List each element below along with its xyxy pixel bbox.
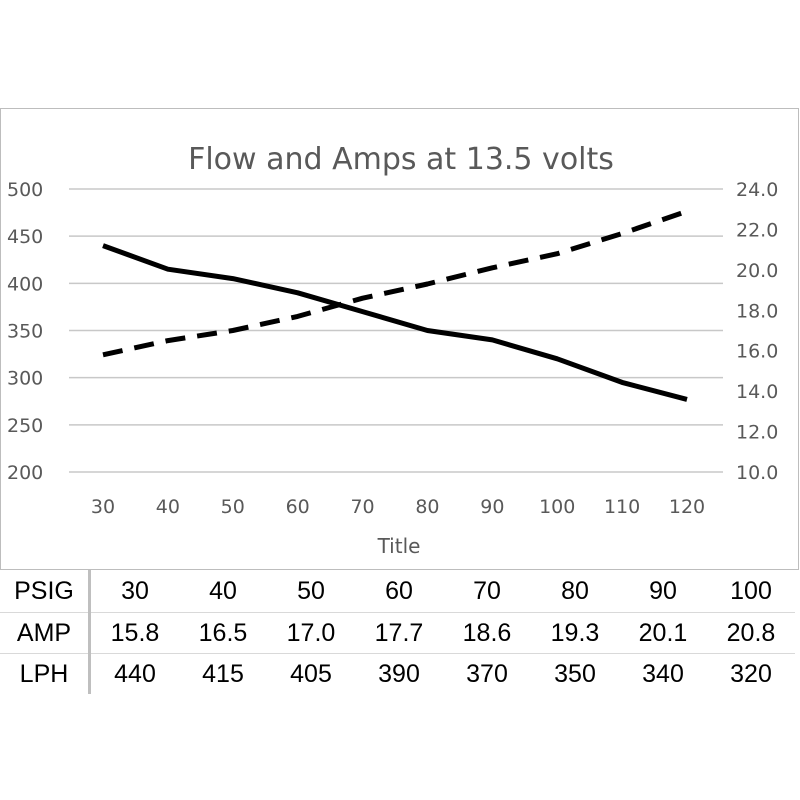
data-table: PSIG 30 40 50 60 70 80 90 100 AMP 15.8 16.5 17.0 17.7…	[0, 570, 795, 694]
right-tick-label: 20.0	[736, 260, 778, 282]
left-tick-label: 450	[7, 226, 43, 248]
chart-area: Flow and Amps at 13.5 volts 500 450 400 350…	[0, 108, 799, 570]
x-axis-ticks: 30 40 50 60 70 80 90 100 110 120	[91, 496, 705, 518]
flow-series-line	[102, 243, 688, 402]
left-tick-label: 350	[7, 321, 43, 343]
table-cell: 30	[121, 576, 149, 605]
table-cell: 20.8	[707, 612, 795, 654]
table-cell: 20.1	[619, 612, 707, 654]
x-tick-label: 90	[480, 496, 504, 518]
left-tick-label: 200	[7, 462, 43, 484]
x-tick-label: 30	[91, 496, 115, 518]
table-cell: 405	[267, 653, 355, 694]
series-lines	[102, 208, 688, 402]
table-cell: 80	[561, 576, 589, 605]
table-cell: 18.6	[443, 612, 531, 654]
table-cell: 90	[649, 576, 677, 605]
x-tick-label: 80	[415, 496, 439, 518]
chart-title: Flow and Amps at 13.5 volts	[188, 142, 614, 177]
table-row: LPH 440 415 405 390 370 350 340 320	[0, 653, 795, 694]
x-tick-label: 100	[539, 496, 575, 518]
table-row: AMP 15.8 16.5 17.0 17.7 18.6 19.3 20.1 20.8	[0, 612, 795, 654]
gridlines	[69, 188, 723, 473]
x-tick-label: 60	[286, 496, 310, 518]
row-header: LPH	[0, 653, 91, 694]
right-tick-label: 14.0	[736, 381, 778, 403]
table-cell: 440	[89, 653, 179, 694]
table-cell: 100	[730, 576, 772, 605]
table-row: PSIG 30 40 50 60 70 80 90 100	[0, 570, 795, 613]
table-cell: 16.5	[179, 612, 267, 654]
right-tick-label: 18.0	[736, 300, 778, 322]
left-tick-label: 250	[7, 415, 43, 437]
table-cell: 320	[707, 653, 795, 694]
table-cell: 415	[179, 653, 267, 694]
right-axis-ticks: 24.0 22.0 20.0 18.0 16.0 14.0 12.0 10.0	[736, 179, 778, 484]
table-cell: 19.3	[531, 612, 619, 654]
table-cell: 50	[297, 576, 325, 605]
line-chart: Flow and Amps at 13.5 volts 500 450 400 350…	[7, 142, 778, 558]
right-tick-label: 16.0	[736, 341, 778, 363]
x-tick-label: 120	[669, 496, 705, 518]
left-tick-label: 300	[7, 368, 43, 390]
x-axis-title: Title	[377, 534, 421, 558]
table-cell: 70	[473, 576, 501, 605]
table-cell: 60	[385, 576, 413, 605]
table-cell: 40	[209, 576, 237, 605]
table-cell: 340	[619, 653, 707, 694]
x-tick-label: 110	[604, 496, 640, 518]
table-cell: 390	[355, 653, 443, 694]
table-cell: 17.0	[267, 612, 355, 654]
x-tick-label: 70	[350, 496, 374, 518]
x-tick-label: 40	[156, 496, 180, 518]
right-tick-label: 12.0	[736, 422, 778, 444]
row-header: PSIG	[0, 570, 91, 613]
right-tick-label: 10.0	[736, 462, 778, 484]
right-tick-label: 24.0	[736, 179, 778, 201]
right-tick-label: 22.0	[736, 219, 778, 241]
table-cell: 350	[531, 653, 619, 694]
row-header: AMP	[0, 612, 91, 654]
table-cell: 17.7	[355, 612, 443, 654]
left-tick-label: 500	[7, 179, 43, 201]
table-cell: 15.8	[89, 612, 179, 654]
amps-series-line	[102, 208, 688, 358]
left-tick-label: 400	[7, 273, 43, 295]
left-axis-ticks: 500 450 400 350 300 250 200	[7, 179, 43, 484]
x-tick-label: 50	[221, 496, 245, 518]
table-cell: 370	[443, 653, 531, 694]
